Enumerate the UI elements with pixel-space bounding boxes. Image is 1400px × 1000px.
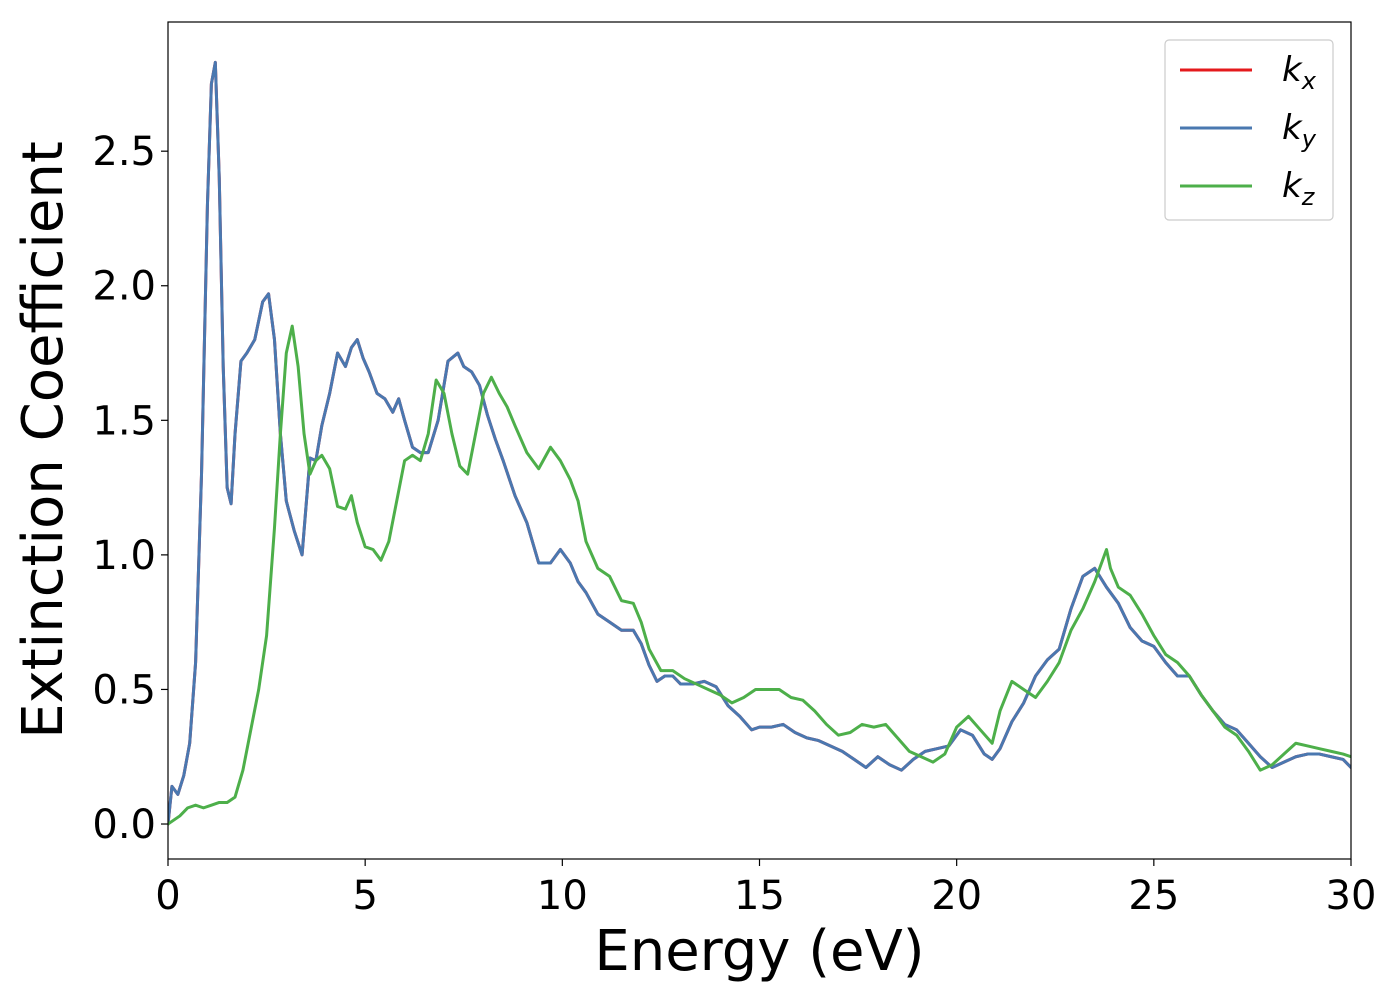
x-axis: 0 5 10 15 20 25 30 (155, 859, 1376, 919)
y-axis: 0.0 0.5 1.0 1.5 2.0 2.5 (92, 129, 168, 848)
y-tick-label: 2.5 (92, 129, 156, 175)
plot-background (168, 22, 1351, 859)
legend-box (1164, 39, 1334, 221)
y-tick-label: 0.5 (92, 667, 156, 713)
x-axis-title: Energy (eV) (594, 919, 924, 984)
legend-label-kx: kx (1282, 50, 1317, 95)
x-tick-label: 10 (537, 873, 588, 919)
y-tick-label: 1.5 (92, 398, 156, 444)
series-line-kz (168, 324, 1351, 826)
y-tick-label: 1.0 (92, 533, 156, 579)
series-line-ky (168, 60, 1351, 826)
x-tick-label: 25 (1128, 873, 1179, 919)
x-tick-label: 5 (352, 873, 377, 919)
x-tick-label: 20 (931, 873, 982, 919)
y-tick-label: 2.0 (92, 264, 156, 310)
legend-label-ky: ky (1282, 108, 1317, 153)
x-tick-label: 30 (1326, 873, 1377, 919)
legend: kx ky kz (1164, 39, 1334, 221)
series-layer (168, 60, 1351, 826)
y-axis-title: Extinction Coefficient (11, 141, 76, 739)
x-tick-label: 15 (734, 873, 785, 919)
y-tick-label: 0.0 (92, 802, 156, 848)
x-tick-label: 0 (155, 873, 180, 919)
legend-label-kz: kz (1282, 166, 1316, 211)
